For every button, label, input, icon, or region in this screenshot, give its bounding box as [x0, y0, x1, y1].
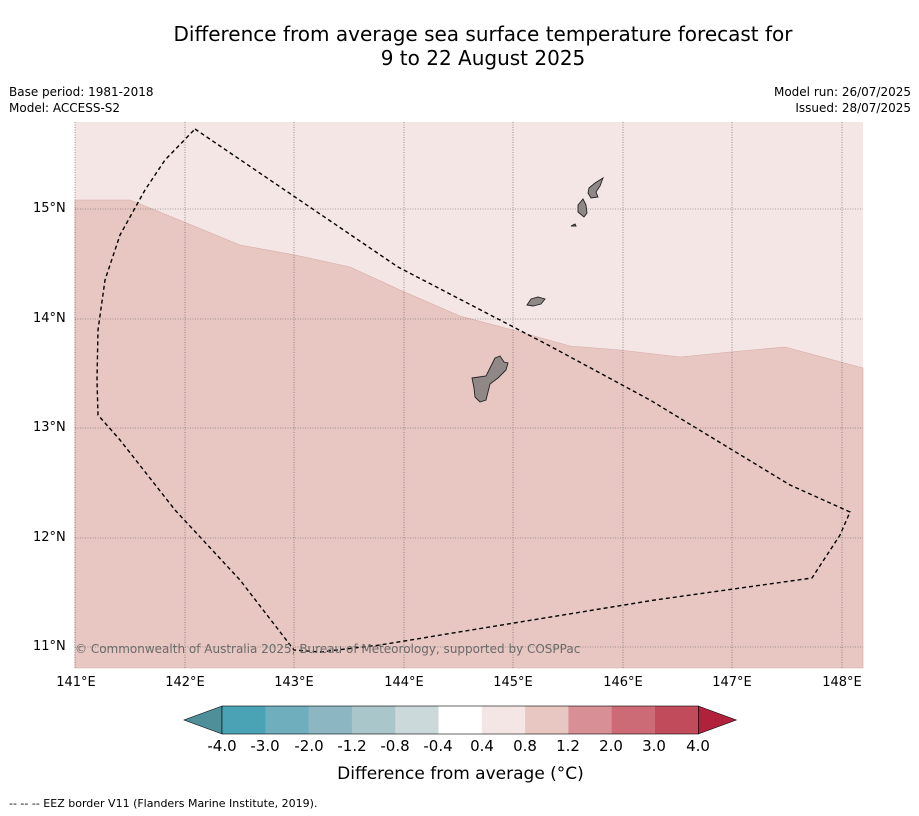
map-title: Difference from average sea surface temp… [0, 22, 919, 70]
island-guam [471, 355, 509, 403]
colorbar-segment [308, 706, 353, 734]
eez-footnote: -- -- -- EEZ border V11 (Flanders Marine… [9, 797, 318, 810]
meta-right: Model run: 26/07/2025 Issued: 28/07/2025 [774, 84, 911, 116]
colorbar-label: -1.2 [337, 737, 367, 755]
colorbar-segment [222, 706, 266, 734]
island-rota [526, 296, 546, 307]
title-line-1: Difference from average sea surface temp… [173, 22, 793, 46]
colorbar-segment [611, 706, 656, 734]
colorbar-segment [481, 706, 526, 734]
copyright-note: © Commonwealth of Australia 2025, Bureau… [75, 642, 581, 656]
colorbar-segment [351, 706, 396, 734]
lon-label-145: 145°E [493, 675, 533, 690]
model-name: Model: ACCESS-S2 [9, 101, 121, 115]
lat-label-14: 14°N [33, 311, 66, 326]
island-saipan [587, 176, 604, 199]
gridlines [74, 122, 863, 668]
lat-label-15: 15°N [33, 201, 66, 216]
meta-left: Base period: 1981-2018 Model: ACCESS-S2 [9, 84, 154, 116]
lon-label-146: 146°E [603, 675, 643, 690]
lon-label-147: 147°E [712, 675, 752, 690]
colorbar-segment [438, 706, 483, 734]
lon-label-143: 143°E [274, 675, 314, 690]
colorbar-label: 2.0 [599, 737, 623, 755]
colorbar-segment [525, 706, 569, 734]
island-aguijan [570, 223, 577, 227]
colorbar-label: -0.4 [423, 737, 453, 755]
colorbar-label: 0.8 [513, 737, 537, 755]
colorbar-label: -2.0 [294, 737, 324, 755]
title-line-2: 9 to 22 August 2025 [380, 46, 586, 70]
anomaly-region-dark [74, 199, 864, 669]
colorbar [183, 705, 738, 735]
colorbar-segment [395, 706, 439, 734]
colorbar-segment [265, 706, 309, 734]
colorbar-label: 3.0 [642, 737, 666, 755]
issued-date: Issued: 28/07/2025 [795, 101, 911, 115]
colorbar-title: Difference from average (°C) [337, 764, 584, 784]
colorbar-extend-low [183, 705, 223, 735]
lat-label-12: 12°N [33, 530, 66, 545]
island-tinian [577, 198, 588, 218]
model-run: Model run: 26/07/2025 [773, 85, 911, 99]
colorbar-label: -3.0 [250, 737, 280, 755]
lat-label-13: 13°N [33, 420, 66, 435]
colorbar-segment [655, 706, 699, 734]
colorbar-segment [568, 706, 612, 734]
colorbar-label: -0.8 [380, 737, 410, 755]
lon-label-141: 141°E [56, 675, 96, 690]
base-period: Base period: 1981-2018 [9, 85, 154, 99]
lat-label-11: 11°N [33, 639, 66, 654]
colorbar-label: 1.2 [556, 737, 580, 755]
colorbar-label: 0.4 [470, 737, 494, 755]
lon-label-142: 142°E [165, 675, 205, 690]
eez-border [96, 128, 851, 653]
lon-label-148: 148°E [822, 675, 862, 690]
lon-label-144: 144°E [384, 675, 424, 690]
colorbar-label: -4.0 [207, 737, 237, 755]
islands [471, 176, 604, 403]
colorbar-extend-high [697, 705, 738, 735]
colorbar-frame [221, 705, 699, 735]
colorbar-label: 4.0 [686, 737, 710, 755]
